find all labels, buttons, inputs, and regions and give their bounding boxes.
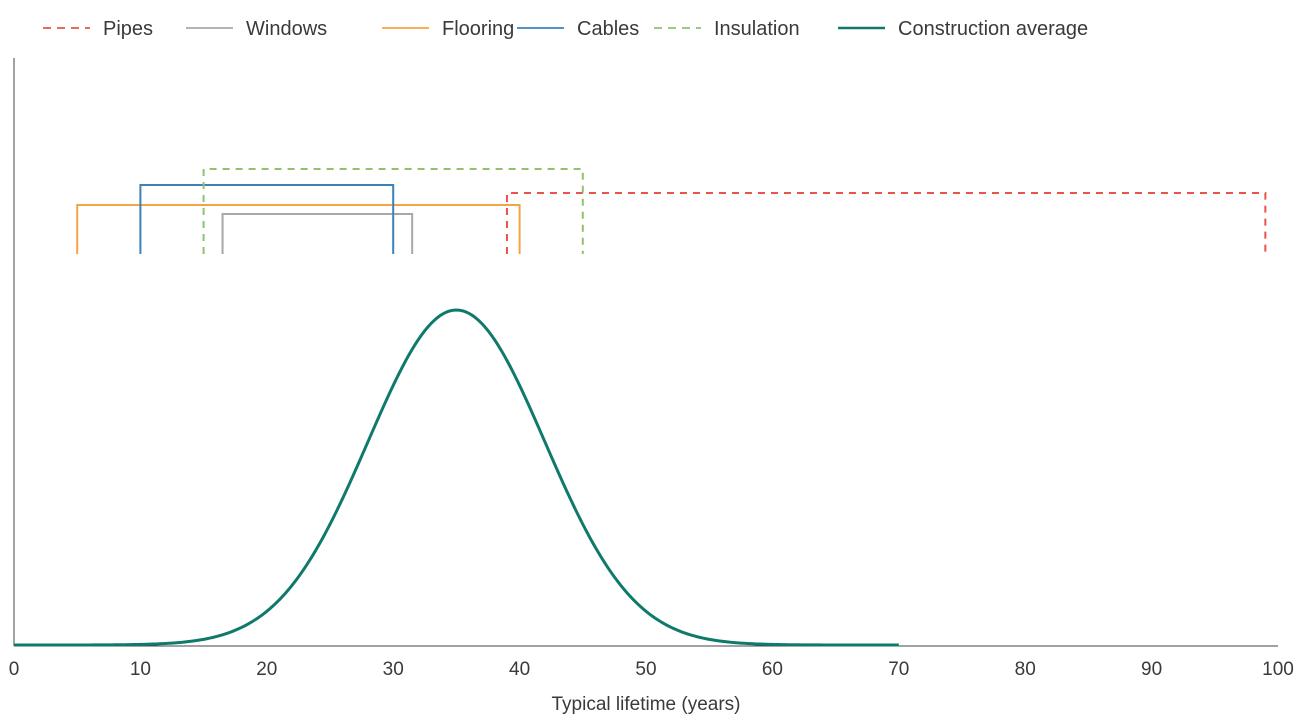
legend-item-windows: Windows [186,18,327,40]
x-axis-ticks: 0 10 20 30 40 50 60 70 80 90 100 [9,659,1294,680]
legend-label: Pipes [103,18,153,40]
x-tick-label: 70 [888,659,909,680]
axes [13,58,1278,647]
legend-label: Windows [246,18,327,40]
legend-label: Flooring [442,18,514,40]
x-tick-label: 40 [509,659,530,680]
legend-label: Insulation [714,18,800,40]
construction-average-curve [14,308,899,647]
legend-item-construction-average: Construction average [838,18,1088,40]
x-tick-label: 30 [383,659,404,680]
legend-item-flooring: Flooring [382,18,514,40]
range-bracket-insulation [202,168,584,254]
range-bracket-flooring [76,204,521,254]
x-tick-label: 100 [1262,659,1294,680]
x-tick-label: 80 [1015,659,1036,680]
x-tick-label: 50 [635,659,656,680]
range-bracket-pipes [505,192,1267,254]
legend-item-cables: Cables [517,18,639,40]
legend-label: Construction average [898,18,1088,40]
legend-label: Cables [577,18,639,40]
x-tick-label: 60 [762,659,783,680]
x-tick-label: 10 [130,659,151,680]
legend-item-insulation: Insulation [654,18,800,40]
range-brackets [76,168,1267,254]
x-tick-label: 90 [1141,659,1162,680]
range-bracket-windows [221,213,414,254]
legend: Pipes Windows Flooring Cables Insulation Cons… [43,18,1088,40]
range-bracket-cables [139,184,395,254]
x-tick-label: 20 [256,659,277,680]
x-axis-title: Typical lifetime (years) [552,694,741,715]
x-tick-label: 0 [9,659,20,680]
legend-item-pipes: Pipes [43,18,153,40]
